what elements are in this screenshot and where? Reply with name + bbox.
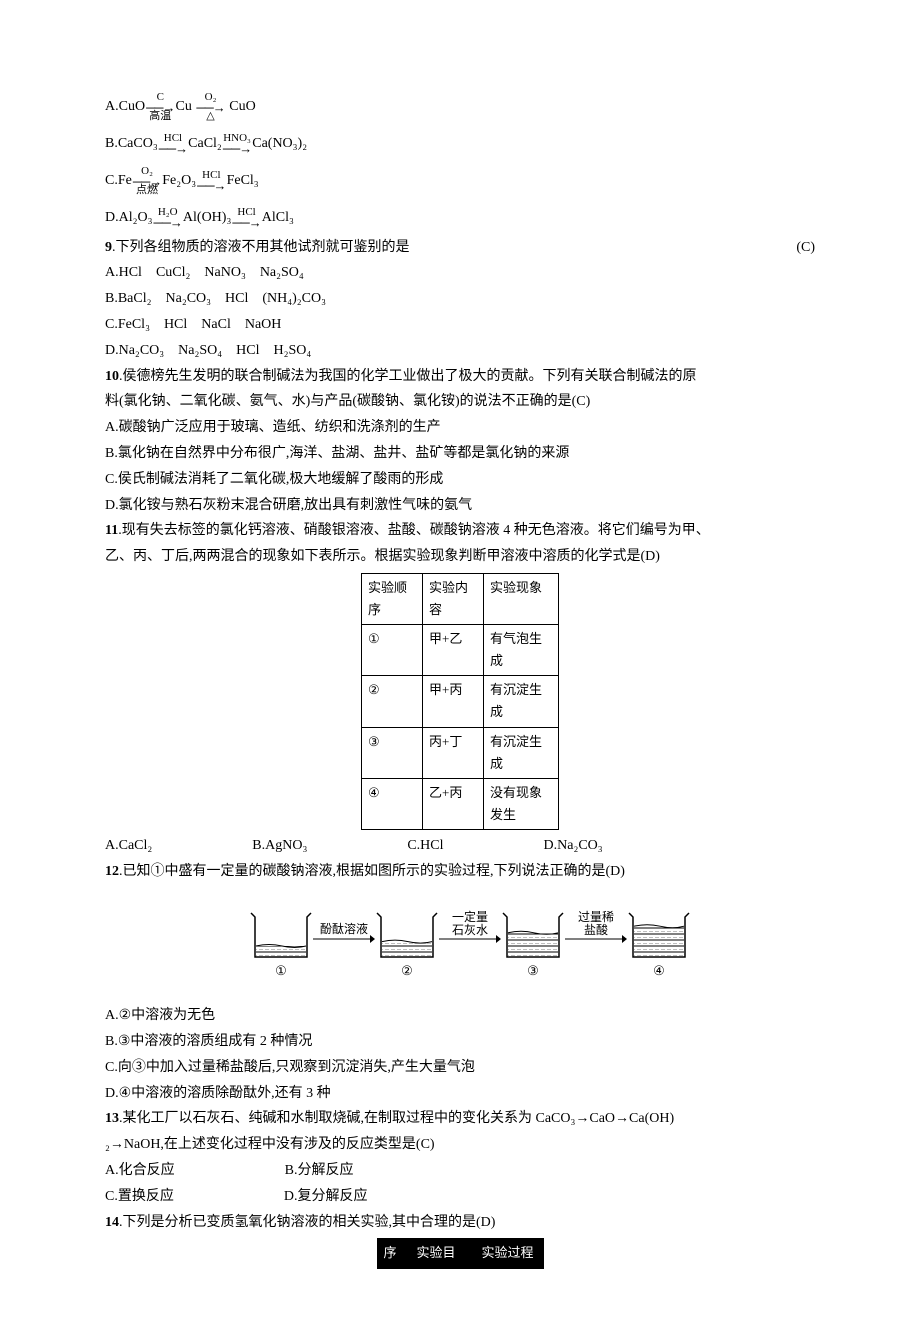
q9-stem-row: 99.下列各组物质的溶液不用其他试剂就可鉴别的是.下列各组物质的溶液不用其他试剂…: [105, 236, 815, 260]
svg-text:一定量: 一定量: [452, 909, 488, 924]
q8a-p0: A.CuO: [105, 99, 145, 114]
q11-th2: 实验现象: [484, 573, 559, 624]
q14-table: 序 实验目 实验过程: [377, 1238, 544, 1268]
svg-text:④: ④: [653, 963, 665, 978]
svg-text:①: ①: [275, 963, 287, 978]
q8d-arrow2: HCl──→: [232, 207, 260, 229]
q13-D: D.复分解反应: [284, 1185, 368, 1209]
q13-C: C.置换反应: [105, 1185, 174, 1209]
q8c-arrow2: HCl──→: [197, 170, 225, 192]
q9-A: A.HCl CuCl₂ NaNO₃ Na₂SO₄: [105, 261, 815, 285]
q9-C: C.FeCl₃ HCl NaCl NaOH: [105, 313, 815, 337]
q10-B: B.氯化钠在自然界中分布很广,海洋、盐湖、盐井、盐矿等都是氯化钠的来源: [105, 442, 815, 466]
q8d-p2: AlCl₃: [262, 210, 294, 225]
q12-stem: 12.已知①中盛有一定量的碳酸钠溶液,根据如图所示的实验过程,下列说法正确的是(…: [105, 860, 815, 884]
q11-C: C.HCl: [407, 834, 443, 858]
q13-row2: C.置换反应 D.复分解反应: [105, 1185, 815, 1209]
q9-D: D.Na₂CO₃ Na₂SO₄ HCl H₂SO₄: [105, 339, 815, 363]
q8d-p0: D.Al₂O₃: [105, 210, 152, 225]
q11-D: D.Na₂CO₃: [544, 834, 603, 858]
q11-choices: A.CaCl₂ B.AgNO₃ C.HCl D.Na₂CO₃: [105, 834, 815, 858]
q13-A: A.化合反应: [105, 1159, 175, 1183]
svg-text:酚酞溶液: 酚酞溶液: [320, 921, 368, 936]
q8a-arrow1: C──→高温: [146, 92, 174, 122]
q8b-p0: B.CaCO₃: [105, 136, 158, 151]
table-row: ④乙+丙没有现象发生: [362, 778, 559, 829]
svg-text:盐酸: 盐酸: [584, 922, 608, 937]
svg-text:③: ③: [527, 963, 539, 978]
q13-row1: A.化合反应 B.分解反应: [105, 1159, 815, 1183]
q8-optB: B.CaCO₃HCl──→CaCl₂HNO₃──→Ca(NO₃)₂: [105, 132, 815, 156]
q10-D: D.氯化铵与熟石灰粉末混合研磨,放出具有刺激性气味的氨气: [105, 494, 815, 518]
q8-optC: C.FeO₂──→点燃Fe₂O₃HCl──→FeCl₃: [105, 166, 815, 196]
q14-th0: 序: [377, 1239, 410, 1268]
beaker-diagram: ① 酚酞溶液 ② 一定量石灰水 ③ 过量稀盐酸 ④: [225, 889, 695, 989]
q8c-p0: C.Fe: [105, 173, 132, 188]
q14-th1: 实验目: [410, 1239, 475, 1268]
q8a-arrow2: O₂──→△: [196, 92, 224, 122]
q8d-p1: Al(OH)₃: [183, 210, 231, 225]
q11-table: 实验顺序 实验内容 实验现象 ①甲+乙有气泡生成 ②甲+丙有沉淀生成 ③丙+丁有…: [361, 573, 559, 830]
q8c-p2: FeCl₃: [227, 173, 259, 188]
q8b-p2: Ca(NO₃)₂: [252, 136, 307, 151]
q8a-p2: CuO: [229, 99, 255, 114]
q11-A: A.CaCl₂: [105, 834, 152, 858]
svg-text:②: ②: [401, 963, 413, 978]
q13-B: B.分解反应: [285, 1159, 354, 1183]
q12-A: A.②中溶液为无色: [105, 1004, 815, 1028]
q11-th0: 实验顺序: [362, 573, 423, 624]
q12-diagram: ① 酚酞溶液 ② 一定量石灰水 ③ 过量稀盐酸 ④: [105, 889, 815, 998]
q8b-arrow1: HCl──→: [159, 133, 187, 155]
q12-C: C.向③中加入过量稀盐酸后,只观察到沉淀消失,产生大量气泡: [105, 1056, 815, 1080]
q9-ans: (C): [796, 236, 815, 260]
q8a-p1: Cu: [175, 99, 191, 114]
q14-stem: 14.下列是分析已变质氢氧化钠溶液的相关实验,其中合理的是(D): [105, 1211, 815, 1235]
table-row: ③丙+丁有沉淀生成: [362, 727, 559, 778]
q8b-p1: CaCl₂: [188, 136, 222, 151]
q13-stem1: 13.某化工厂以石灰石、纯碱和水制取烧碱,在制取过程中的变化关系为 CaCO₃→…: [105, 1107, 815, 1131]
q12-B: B.③中溶液的溶质组成有 2 种情况: [105, 1030, 815, 1054]
q8-optA: A.CuOC──→高温Cu O₂──→△ CuO: [105, 92, 815, 122]
q8-optD: D.Al₂O₃H₂O──→Al(OH)₃HCl──→AlCl₃: [105, 206, 815, 230]
q11-stem2: 乙、丙、丁后,两两混合的现象如下表所示。根据实验现象判断甲溶液中溶质的化学式是(…: [105, 545, 815, 569]
q11-th1: 实验内容: [423, 573, 484, 624]
q11-stem1: 11.现有失去标签的氯化钙溶液、硝酸银溶液、盐酸、碳酸钠溶液 4 种无色溶液。将…: [105, 519, 815, 543]
table-row: ②甲+丙有沉淀生成: [362, 676, 559, 727]
svg-text:过量稀: 过量稀: [578, 910, 614, 924]
q8c-p1: Fe₂O₃: [162, 173, 196, 188]
q10-A: A.碳酸钠广泛应用于玻璃、造纸、纺织和洗涤剂的生产: [105, 416, 815, 440]
q12-D: D.④中溶液的溶质除酚酞外,还有 3 种: [105, 1082, 815, 1106]
q14-th2: 实验过程: [475, 1239, 543, 1268]
q10-stem1: 10.侯德榜先生发明的联合制碱法为我国的化学工业做出了极大的贡献。下列有关联合制…: [105, 365, 815, 389]
table-row: ①甲+乙有气泡生成: [362, 625, 559, 676]
q11-B: B.AgNO₃: [252, 834, 307, 858]
svg-text:石灰水: 石灰水: [452, 923, 488, 937]
q10-stem2: 料(氯化钠、二氧化碳、氨气、水)与产品(碳酸钠、氯化铵)的说法不正确的是(C): [105, 390, 815, 414]
q8c-arrow1: O₂──→点燃: [133, 166, 161, 196]
q9-B: B.BaCl₂ Na₂CO₃ HCl (NH₄)₂CO₃: [105, 287, 815, 311]
q10-C: C.侯氏制碱法消耗了二氧化碳,极大地缓解了酸雨的形成: [105, 468, 815, 492]
q8b-arrow2: HNO₃──→: [223, 133, 251, 155]
q8d-arrow1: H₂O──→: [153, 207, 181, 229]
q13-stem2: ₂→NaOH,在上述变化过程中没有涉及的反应类型是(C): [105, 1133, 815, 1157]
